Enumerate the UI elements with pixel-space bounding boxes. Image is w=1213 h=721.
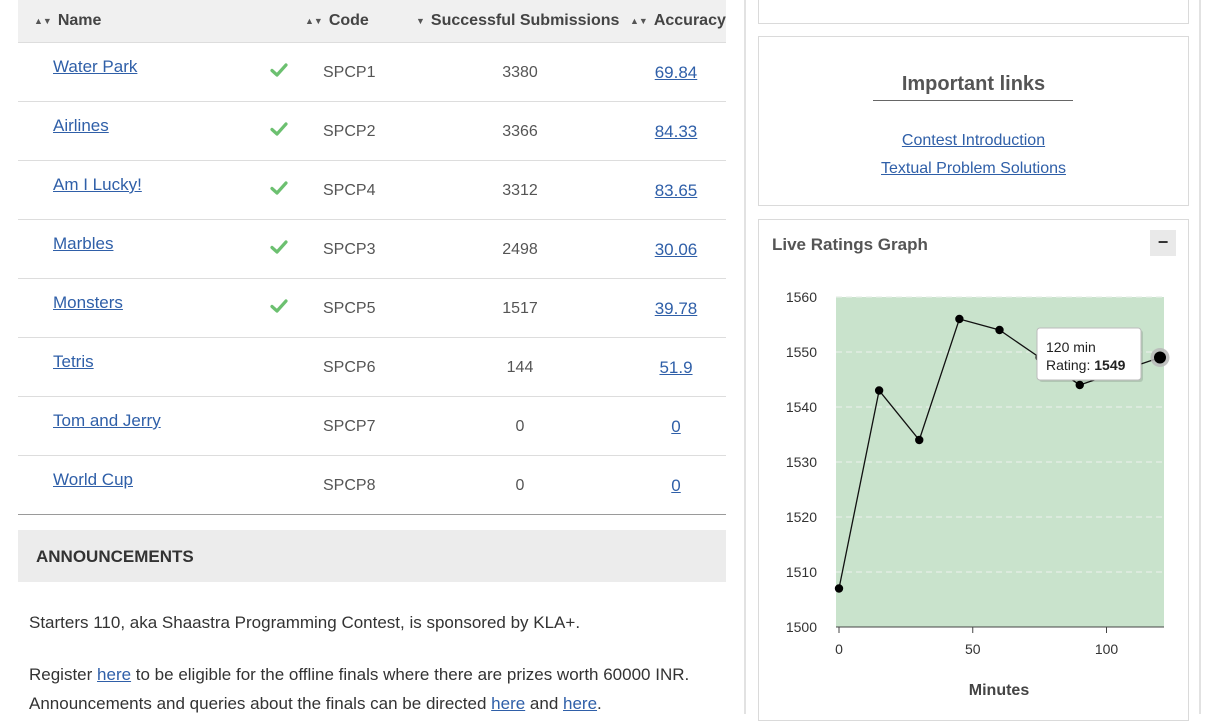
- problem-name-link[interactable]: Water Park: [53, 57, 138, 76]
- check-icon: [270, 181, 288, 195]
- y-tick-label: 1560: [786, 289, 817, 305]
- y-tick-label: 1500: [786, 619, 817, 635]
- announcements-header: ANNOUNCEMENTS: [18, 530, 726, 582]
- successful-submissions: 3366: [502, 123, 538, 140]
- contest-introduction-link[interactable]: Contest Introduction: [901, 132, 1046, 149]
- table-row: Tom and Jerry SPCP7 0 0: [18, 397, 726, 456]
- successful-submissions: 0: [515, 418, 525, 435]
- accuracy-link[interactable]: 30.06: [654, 240, 698, 259]
- announcement-queries-text: Announcements and queries about the fina…: [29, 694, 602, 713]
- important-links-title: Important links: [901, 73, 1046, 95]
- successful-submissions: 0: [515, 477, 525, 494]
- check-icon: [270, 63, 288, 77]
- textual-problem-solutions-link[interactable]: Textual Problem Solutions: [881, 160, 1066, 177]
- successful-submissions: 1517: [502, 300, 538, 317]
- sort-both-icon[interactable]: ▲▼: [630, 16, 648, 26]
- data-point: [1154, 351, 1166, 364]
- y-tick-label: 1540: [786, 399, 817, 415]
- problem-code: SPCP8: [323, 477, 376, 494]
- problem-code: SPCP7: [323, 418, 376, 435]
- problem-code: SPCP3: [323, 241, 376, 258]
- graph-title: Live Ratings Graph: [772, 235, 928, 254]
- successful-submissions: 3312: [502, 182, 538, 199]
- data-point: [955, 314, 964, 324]
- data-point: [995, 325, 1004, 335]
- problem-name-link[interactable]: Monsters: [53, 293, 123, 312]
- table-row: Monsters SPCP5 1517 39.78: [18, 279, 726, 338]
- problem-code: SPCP1: [323, 64, 376, 81]
- y-tick-label: 1550: [786, 344, 817, 360]
- name-column-header[interactable]: ▲▼ Name: [34, 12, 102, 29]
- accuracy-column-header[interactable]: ▲▼ Accuracy: [630, 12, 726, 29]
- queries-link-2[interactable]: here: [563, 694, 598, 713]
- problems-table: ▲▼ Name ▲▼ Code ▼ Successful Submissions ▲▼…: [18, 0, 726, 515]
- problem-name-link[interactable]: Marbles: [53, 234, 114, 253]
- x-tick-label: 0: [835, 641, 843, 657]
- data-point: [834, 584, 844, 593]
- collapse-button[interactable]: −: [1150, 230, 1176, 256]
- accuracy-link[interactable]: 0: [671, 476, 681, 495]
- accuracy-link[interactable]: 83.65: [654, 181, 698, 200]
- problem-code: SPCP2: [323, 123, 376, 140]
- column-divider: [744, 0, 746, 714]
- problem-name-link[interactable]: Am I Lucky!: [53, 175, 142, 194]
- y-tick-label: 1510: [786, 564, 817, 580]
- x-tick-label: 50: [965, 641, 981, 657]
- announcement-register-text: Register here to be eligible for the off…: [29, 665, 690, 684]
- important-links-panel: Important links Contest Introduction Tex…: [758, 36, 1189, 206]
- sort-both-icon[interactable]: ▲▼: [34, 16, 52, 26]
- successful-submissions: 144: [506, 359, 534, 376]
- minus-icon: −: [1157, 232, 1169, 252]
- table-row: Water Park SPCP1 3380 69.84: [18, 43, 726, 102]
- announcement-sponsor-text: Starters 110, aka Shaastra Programming C…: [29, 613, 581, 632]
- problem-name-link[interactable]: Tom and Jerry: [53, 411, 161, 430]
- accuracy-link[interactable]: 51.9: [659, 358, 693, 377]
- check-icon: [270, 240, 288, 254]
- problem-code: SPCP4: [323, 182, 376, 199]
- data-point: [874, 386, 884, 395]
- problem-code: SPCP6: [323, 359, 376, 376]
- successful-submissions-column-header[interactable]: ▼ Successful Submissions: [416, 12, 620, 29]
- problem-name-link[interactable]: World Cup: [53, 470, 133, 489]
- x-tick-label: 100: [1095, 641, 1119, 657]
- sort-both-icon[interactable]: ▲▼: [305, 16, 323, 26]
- table-row: Tetris SPCP6 144 51.9: [18, 338, 726, 397]
- problem-code: SPCP5: [323, 300, 376, 317]
- code-column-header[interactable]: ▲▼ Code: [305, 12, 369, 29]
- y-tick-label: 1530: [786, 454, 817, 470]
- previous-panel-bottom: [758, 0, 1189, 24]
- register-link[interactable]: here: [97, 665, 132, 684]
- check-icon: [270, 299, 288, 313]
- live-ratings-graph-panel: Live Ratings Graph − 1500 1510 1520 1530 154…: [758, 219, 1189, 721]
- accuracy-link[interactable]: 69.84: [654, 63, 698, 82]
- table-row: World Cup SPCP8 0 0: [18, 456, 726, 515]
- accuracy-link[interactable]: 39.78: [654, 299, 698, 318]
- title-underline: [873, 100, 1073, 101]
- table-body: Water Park SPCP1 3380 69.84 Airlines SPCP2 336…: [18, 43, 726, 515]
- sort-desc-icon[interactable]: ▼: [416, 16, 425, 26]
- accuracy-link[interactable]: 84.33: [654, 122, 698, 141]
- table-row: Marbles SPCP3 2498 30.06: [18, 220, 726, 279]
- check-icon: [270, 122, 288, 136]
- accuracy-link[interactable]: 0: [671, 417, 681, 436]
- page-edge-divider: [1199, 0, 1201, 714]
- table-row: Am I Lucky! SPCP4 3312 83.65: [18, 161, 726, 220]
- successful-submissions: 2498: [502, 241, 538, 258]
- tooltip-rating: Rating: 1549: [1046, 357, 1126, 373]
- data-point: [1075, 380, 1084, 390]
- x-axis-label: Minutes: [969, 682, 1030, 699]
- ratings-chart: 1500 1510 1520 1530 1540 1550 1560 0 50 100 Minute…: [786, 289, 1170, 699]
- announcements-title: ANNOUNCEMENTS: [36, 547, 194, 566]
- queries-link-1[interactable]: here: [491, 694, 526, 713]
- table-row: Airlines SPCP2 3366 84.33: [18, 102, 726, 161]
- successful-submissions: 3380: [502, 64, 538, 81]
- data-point: [915, 435, 924, 445]
- tooltip-box: [1036, 327, 1142, 381]
- problem-name-link[interactable]: Tetris: [53, 352, 94, 371]
- y-tick-label: 1520: [786, 509, 817, 525]
- announcements-body: Starters 110, aka Shaastra Programming C…: [29, 608, 719, 718]
- tooltip-time: 120 min: [1046, 339, 1096, 355]
- problem-name-link[interactable]: Airlines: [53, 116, 109, 135]
- table-header: ▲▼ Name ▲▼ Code ▼ Successful Submissions ▲▼…: [18, 0, 726, 43]
